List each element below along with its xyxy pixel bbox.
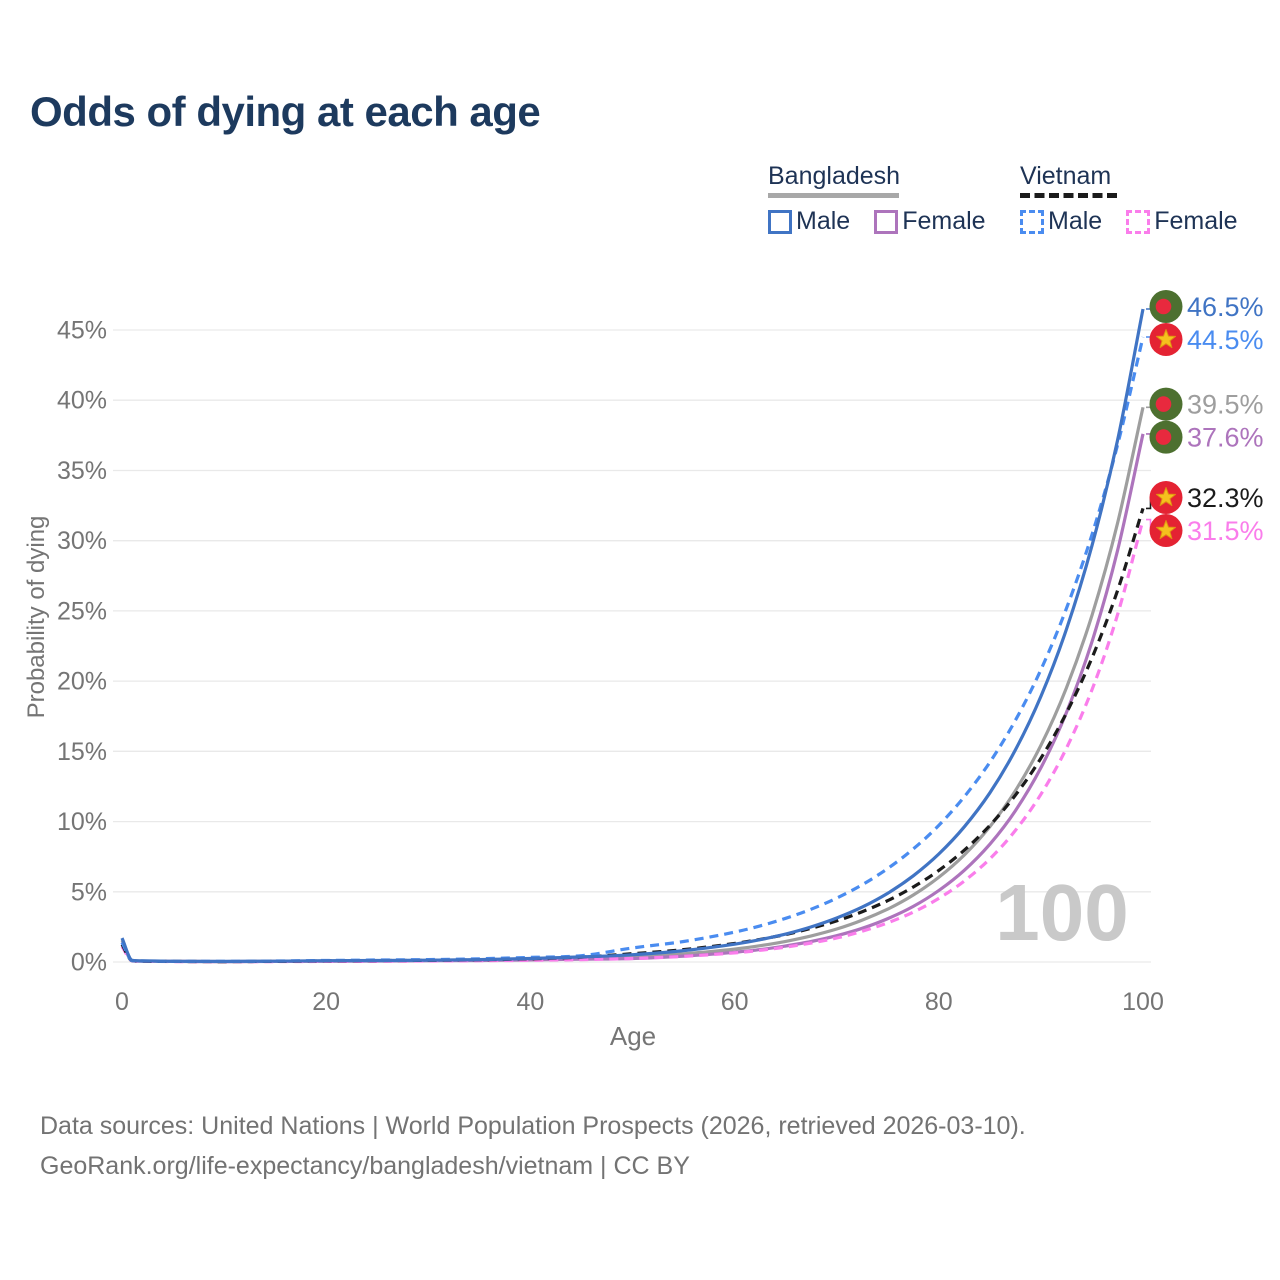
end-value-label-vn-female: 31.5% [1187, 516, 1264, 546]
bangladesh-flag-icon [1149, 387, 1183, 421]
vietnam-male-swatch-icon [1020, 209, 1044, 234]
curve-bd-female [120, 433, 1145, 964]
flag-star [1155, 329, 1177, 349]
x-tick-label: 80 [925, 988, 953, 1016]
y-tick-label: 30% [57, 527, 107, 555]
y-tick-label: 20% [57, 668, 107, 696]
mortality-line-chart: 0% 5% 10% 15% 20% 25% 30% 35% 40% 45% 0 20 40 60 80 100… [23, 290, 1264, 1051]
y-tick-label: 15% [57, 738, 107, 766]
end-value-label-vn-all: 32.3% [1187, 483, 1264, 513]
end-value-label-vn-male: 44.5% [1187, 325, 1264, 355]
legend-item-label: Female [902, 207, 986, 235]
legend-group-vietnam: Vietnam Male Female [1020, 162, 1238, 236]
x-tick-label: 100 [1122, 988, 1164, 1016]
vietnam-flag-icon [1149, 481, 1183, 514]
flag-star [1155, 520, 1177, 540]
end-value-label-bd-male: 46.5% [1187, 292, 1264, 322]
flag-star [1155, 487, 1177, 507]
legend-item-vietnam-male[interactable]: Male [1020, 207, 1102, 236]
vietnam-dashed-line-swatch [1020, 193, 1117, 198]
legend-item-label: Male [796, 207, 851, 235]
x-axis-title: Age [610, 1021, 656, 1051]
bangladesh-male-swatch-icon [768, 209, 792, 234]
x-tick-label: 20 [312, 988, 340, 1016]
y-tick-label: 45% [57, 317, 107, 345]
age-counter-watermark: 100 [995, 868, 1128, 957]
y-axis-title: Probability of dying [23, 516, 50, 719]
curve-bd-male [120, 308, 1145, 963]
bangladesh-flag-icon [1149, 290, 1183, 323]
curve-vn-female [120, 519, 1145, 964]
vietnam-female-swatch-icon [1126, 209, 1151, 234]
bangladesh-flag-icon [1149, 420, 1183, 454]
data-source-text: Data sources: United Nations | World Pop… [40, 1112, 1026, 1140]
flag-red-circle [1155, 396, 1172, 412]
curve-bd-all [120, 406, 1145, 964]
bangladesh-solid-line-swatch [768, 193, 899, 198]
x-tick-label: 0 [115, 988, 129, 1016]
legend-item-bangladesh-female[interactable]: Female [874, 207, 986, 236]
legend-country-bangladesh[interactable]: Bangladesh [768, 162, 901, 190]
legend-item-vietnam-female[interactable]: Female [1126, 207, 1238, 236]
y-tick-label: 35% [57, 457, 107, 485]
x-tick-label: 40 [516, 988, 544, 1016]
curve-vn-male [120, 336, 1145, 963]
end-value-label-bd-female: 37.6% [1187, 423, 1264, 453]
bangladesh-female-swatch-icon [874, 209, 899, 234]
attribution-text: GeoRank.org/life-expectancy/bangladesh/v… [40, 1152, 690, 1180]
curve-vn-all [120, 507, 1145, 964]
legend-item-label: Male [1048, 207, 1103, 235]
y-tick-label: 5% [71, 878, 107, 906]
y-tick-label: 10% [57, 808, 107, 836]
page-title: Odds of dying at each age [30, 88, 541, 135]
flag-red-circle [1155, 429, 1172, 445]
x-tick-label: 60 [721, 988, 749, 1016]
legend-group-bangladesh: Bangladesh Male Female [768, 162, 986, 236]
legend-country-vietnam[interactable]: Vietnam [1020, 162, 1112, 190]
footer: Data sources: United Nations | World Pop… [40, 1106, 1026, 1186]
y-tick-label: 0% [71, 949, 107, 977]
vietnam-flag-icon [1149, 323, 1183, 356]
legend-item-bangladesh-male[interactable]: Male [768, 207, 850, 236]
y-tick-label: 25% [57, 597, 107, 625]
flag-red-circle [1155, 298, 1172, 315]
end-value-label-bd-all: 39.5% [1187, 390, 1264, 420]
vietnam-flag-icon [1149, 514, 1183, 547]
legend-item-label: Female [1154, 207, 1238, 235]
y-tick-label: 40% [57, 387, 107, 415]
legend: Bangladesh Male Female Vietnam Male Fema… [0, 162, 1280, 252]
